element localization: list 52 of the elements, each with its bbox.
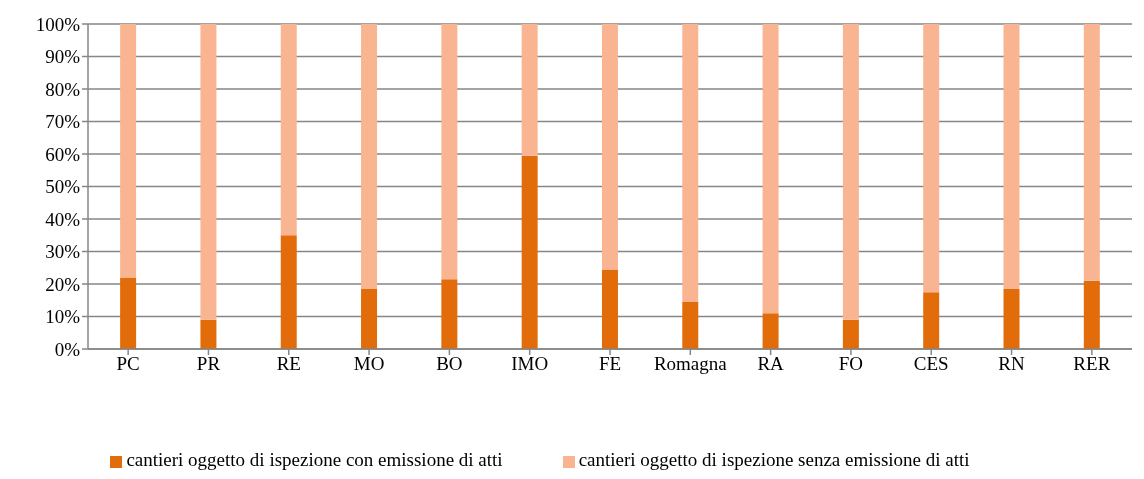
y-tick-label: 50% (45, 176, 81, 198)
bar (521, 155, 538, 349)
bar (361, 288, 378, 349)
bar (280, 24, 297, 236)
y-tick-label: 100% (35, 13, 81, 35)
bar (1003, 288, 1020, 349)
bar (1083, 280, 1100, 349)
y-tick-label: 40% (45, 208, 81, 230)
bar (1003, 24, 1020, 289)
x-tick-label: BO (436, 353, 463, 375)
x-tick-label: CES (913, 353, 949, 375)
x-tick-label: RN (998, 353, 1026, 375)
bar (441, 279, 458, 349)
y-tick-label: 20% (45, 273, 81, 295)
x-tick-label: RE (276, 353, 301, 375)
y-tick-label: 70% (45, 111, 81, 133)
x-tick-label: FE (598, 353, 622, 375)
bar (1083, 24, 1100, 281)
x-tick-label: PR (196, 353, 221, 375)
x-tick-label: FO (838, 353, 864, 375)
y-tick-label: 80% (45, 78, 81, 100)
bar (441, 24, 458, 280)
bar (200, 319, 217, 349)
bar (923, 292, 940, 349)
legend-label: cantieri oggetto di ispezione senza emissione di atti (578, 449, 970, 470)
x-tick-label: MO (353, 353, 385, 375)
x-tick-label: RER (1073, 353, 1111, 375)
x-tick-label: Romagna (653, 353, 728, 375)
bar (682, 24, 699, 302)
bar (361, 24, 378, 289)
bar (923, 24, 940, 293)
y-tick-label: 0% (54, 338, 81, 360)
legend-label: cantieri oggetto di ispezione con emissione di atti (126, 449, 503, 470)
x-tick-label: PC (116, 353, 140, 375)
x-tick-label: RA (757, 353, 785, 375)
bar (762, 24, 779, 314)
y-tick-label: 30% (45, 241, 81, 263)
bar (521, 24, 538, 156)
bar (120, 24, 137, 278)
bar (200, 24, 217, 320)
bar (842, 24, 859, 320)
bar (682, 301, 699, 349)
y-tick-label: 60% (45, 143, 81, 165)
x-tick-label: IMO (511, 353, 549, 375)
bar (120, 277, 137, 349)
bar (280, 235, 297, 349)
y-tick-label: 90% (45, 46, 81, 68)
y-tick-label: 10% (45, 306, 81, 328)
bar (762, 313, 779, 349)
bar (842, 319, 859, 349)
bar (601, 24, 618, 270)
bar (601, 269, 618, 349)
